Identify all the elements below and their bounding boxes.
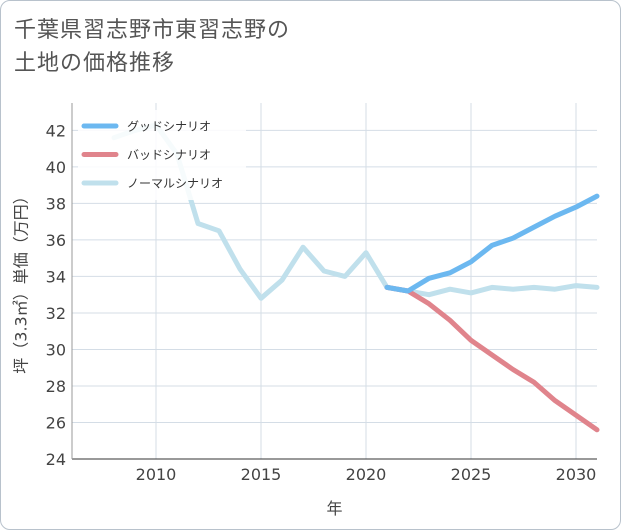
chart-title: 千葉県習志野市東習志野の 土地の価格推移 <box>14 14 290 80</box>
bad-scenario-line <box>384 284 600 433</box>
chart-title-line-2: 土地の価格推移 <box>14 51 176 76</box>
x-axis-label: 年 <box>326 499 342 518</box>
series-group <box>111 122 600 433</box>
y-tick-26: 26 <box>46 413 66 432</box>
y-tick-30: 30 <box>46 340 66 359</box>
x-tick-2015: 2015 <box>241 465 282 484</box>
normal-scenario-line <box>111 122 600 301</box>
y-tick-labels: 24 26 28 30 32 34 36 38 40 42 <box>46 121 66 469</box>
x-tick-labels: 2010 2015 2020 2025 2030 <box>136 465 597 484</box>
x-tick-2025: 2025 <box>451 465 492 484</box>
y-tick-28: 28 <box>46 377 66 396</box>
chart-title-line-1: 千葉県習志野市東習志野の <box>14 18 291 43</box>
x-tick-2010: 2010 <box>136 465 177 484</box>
legend-label-good: グッドシナリオ <box>127 120 211 134</box>
y-tick-38: 38 <box>46 194 66 213</box>
y-tick-40: 40 <box>46 158 66 177</box>
y-axis-label: 坪（3.3㎡）単価（万円） <box>12 188 31 373</box>
x-tick-2030: 2030 <box>556 465 597 484</box>
y-tick-42: 42 <box>46 121 66 140</box>
legend-label-normal: ノーマルシナリオ <box>127 177 223 191</box>
y-tick-36: 36 <box>46 231 66 250</box>
y-tick-34: 34 <box>46 267 66 286</box>
legend-label-bad: バッドシナリオ <box>127 148 211 162</box>
y-tick-24: 24 <box>46 450 66 469</box>
good-scenario-line <box>384 193 600 294</box>
x-tick-2020: 2020 <box>346 465 387 484</box>
y-tick-32: 32 <box>46 304 66 323</box>
